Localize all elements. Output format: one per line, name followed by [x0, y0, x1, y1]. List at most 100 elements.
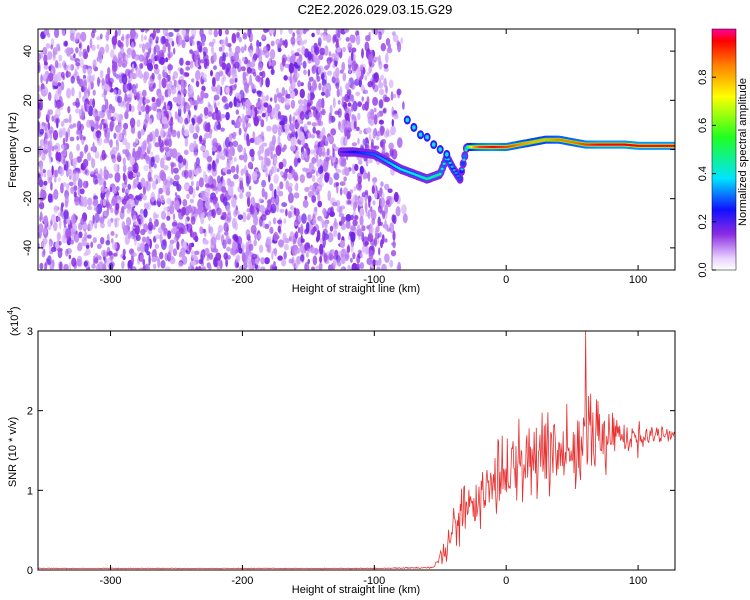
noise-speckle — [207, 163, 212, 171]
noise-speckle — [237, 144, 243, 153]
noise-speckle — [101, 78, 105, 86]
noise-speckle — [71, 35, 76, 42]
noise-speckle — [367, 195, 372, 203]
noise-speckle — [196, 180, 200, 189]
noise-speckle — [277, 225, 281, 233]
noise-speckle — [283, 75, 288, 81]
noise-speckle — [323, 84, 327, 93]
noise-speckle — [249, 61, 256, 68]
noise-speckle — [89, 38, 93, 49]
noise-speckle — [174, 192, 178, 197]
noise-speckle — [340, 248, 346, 258]
noise-speckle — [181, 127, 185, 136]
noise-speckle — [385, 128, 390, 137]
noise-speckle — [322, 161, 329, 172]
noise-speckle — [350, 231, 356, 243]
noise-speckle — [204, 183, 211, 188]
noise-speckle — [128, 171, 134, 177]
noise-speckle — [315, 170, 319, 177]
noise-speckle — [170, 164, 174, 175]
noise-speckle — [115, 233, 118, 239]
noise-speckle — [233, 174, 239, 180]
noise-speckle — [48, 240, 52, 252]
noise-speckle — [346, 245, 350, 253]
noise-speckle — [337, 29, 341, 38]
noise-speckle — [275, 145, 282, 156]
xtick-label: -200 — [231, 575, 253, 587]
noise-speckle — [315, 110, 320, 121]
noise-speckle — [378, 247, 381, 256]
noise-speckle — [268, 220, 272, 227]
noise-speckle — [223, 252, 229, 260]
noise-speckle — [289, 123, 295, 132]
signal-point — [456, 174, 460, 178]
noise-speckle — [339, 124, 345, 133]
colorbar-tick-label: 0.6 — [697, 118, 709, 133]
noise-speckle — [90, 241, 94, 248]
noise-speckle — [204, 247, 210, 256]
noise-speckle — [60, 143, 67, 150]
noise-speckle — [112, 61, 118, 73]
noise-speckle — [215, 84, 221, 95]
noise-speckle — [287, 192, 294, 204]
noise-speckle — [314, 140, 319, 151]
noise-speckle — [328, 112, 332, 121]
noise-speckle — [384, 96, 390, 103]
noise-speckle — [121, 187, 125, 193]
noise-speckle — [85, 244, 90, 249]
noise-speckle — [339, 86, 343, 97]
noise-speckle — [212, 162, 217, 172]
noise-speckle — [197, 198, 204, 210]
noise-speckle — [248, 185, 252, 191]
noise-speckle — [341, 168, 346, 176]
noise-speckle — [255, 168, 259, 173]
noise-speckle — [178, 79, 181, 85]
noise-speckle — [374, 190, 378, 200]
noise-speckle — [238, 127, 242, 136]
noise-speckle — [174, 111, 178, 120]
noise-speckle — [279, 120, 286, 126]
noise-speckle — [105, 108, 109, 115]
noise-speckle — [140, 105, 146, 113]
noise-speckle — [160, 126, 165, 136]
noise-speckle — [218, 46, 223, 52]
noise-speckle — [121, 260, 125, 269]
noise-speckle — [142, 139, 147, 151]
noise-speckle — [124, 92, 128, 103]
noise-speckle — [350, 50, 354, 62]
noise-speckle — [271, 251, 274, 260]
noise-speckle — [43, 143, 48, 152]
noise-speckle — [139, 254, 144, 263]
noise-speckle — [86, 45, 90, 53]
noise-speckle — [140, 128, 145, 136]
signal-branch-core — [412, 125, 416, 130]
noise-speckle — [210, 233, 216, 238]
noise-speckle — [241, 252, 246, 263]
noise-speckle — [336, 88, 340, 98]
noise-speckle — [317, 194, 321, 202]
noise-speckle — [138, 111, 142, 116]
noise-speckle — [161, 116, 168, 125]
noise-speckle — [245, 229, 251, 237]
noise-speckle — [92, 89, 96, 96]
noise-speckle — [392, 93, 397, 99]
noise-speckle — [162, 69, 166, 78]
noise-speckle — [184, 72, 190, 77]
noise-speckle — [341, 61, 346, 72]
noise-speckle — [294, 72, 300, 79]
noise-speckle — [55, 90, 59, 101]
noise-speckle — [288, 84, 294, 94]
snr-multiplier-exp: 4 — [6, 310, 15, 315]
noise-speckle — [87, 197, 93, 207]
noise-speckle — [320, 32, 323, 37]
noise-speckle — [402, 213, 408, 224]
noise-speckle — [343, 176, 347, 182]
noise-speckle — [303, 69, 307, 75]
noise-speckle — [202, 211, 205, 218]
noise-speckle — [380, 74, 384, 81]
noise-speckle — [352, 252, 356, 260]
noise-speckle — [248, 81, 252, 86]
noise-speckle — [296, 48, 301, 53]
noise-speckle — [312, 255, 318, 266]
noise-speckle — [213, 248, 219, 253]
